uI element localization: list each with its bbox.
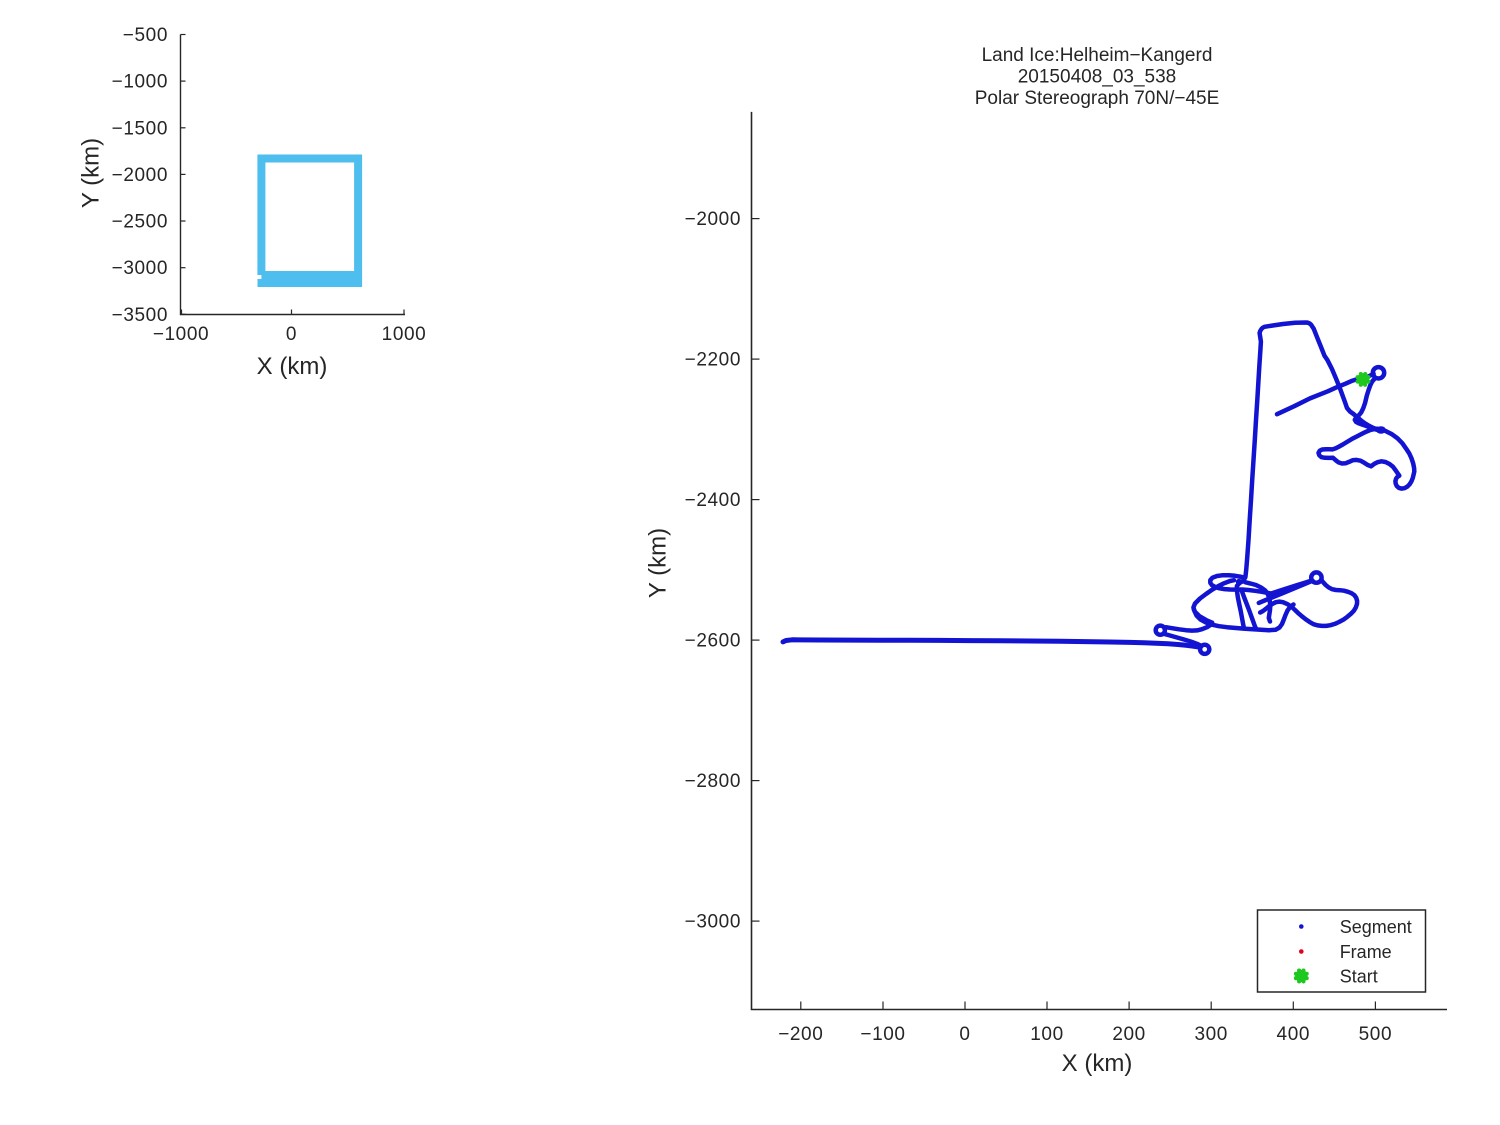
svg-text:−3000: −3000 bbox=[685, 912, 741, 933]
svg-text:−100: −100 bbox=[860, 1024, 905, 1045]
svg-text:Land Ice:Helheim−Kangerd: Land Ice:Helheim−Kangerd bbox=[982, 45, 1213, 66]
svg-text:0: 0 bbox=[286, 324, 297, 345]
svg-text:−500: −500 bbox=[123, 25, 168, 46]
svg-text:500: 500 bbox=[1359, 1024, 1393, 1045]
svg-text:−2000: −2000 bbox=[112, 165, 168, 186]
svg-text:400: 400 bbox=[1277, 1024, 1311, 1045]
svg-text:X (km): X (km) bbox=[1062, 1050, 1133, 1077]
svg-text:−3000: −3000 bbox=[112, 258, 168, 279]
svg-text:−2800: −2800 bbox=[685, 771, 741, 792]
svg-text:−1500: −1500 bbox=[112, 118, 168, 139]
svg-text:Polar Stereograph 70N/−45E: Polar Stereograph 70N/−45E bbox=[975, 88, 1220, 109]
svg-text:X (km): X (km) bbox=[257, 353, 328, 380]
svg-text:−2000: −2000 bbox=[685, 209, 741, 230]
svg-text:1000: 1000 bbox=[382, 324, 427, 345]
svg-text:−1000: −1000 bbox=[112, 72, 168, 93]
svg-text:Frame: Frame bbox=[1340, 942, 1392, 962]
svg-text:0: 0 bbox=[959, 1024, 970, 1045]
svg-text:Y (km): Y (km) bbox=[78, 138, 105, 208]
svg-text:−2600: −2600 bbox=[685, 631, 741, 652]
svg-text:Segment: Segment bbox=[1340, 917, 1412, 937]
svg-text:−2200: −2200 bbox=[685, 350, 741, 371]
svg-text:−200: −200 bbox=[778, 1024, 823, 1045]
svg-text:−3500: −3500 bbox=[112, 305, 168, 326]
svg-text:200: 200 bbox=[1112, 1024, 1146, 1045]
svg-text:−1000: −1000 bbox=[153, 324, 209, 345]
svg-text:−2500: −2500 bbox=[112, 212, 168, 233]
svg-text:100: 100 bbox=[1030, 1024, 1064, 1045]
svg-text:Start: Start bbox=[1340, 967, 1378, 987]
svg-text:−2400: −2400 bbox=[685, 490, 741, 511]
svg-text:300: 300 bbox=[1194, 1024, 1228, 1045]
svg-text:Y (km): Y (km) bbox=[645, 528, 672, 598]
svg-text:20150408_03_538: 20150408_03_538 bbox=[1018, 67, 1177, 88]
